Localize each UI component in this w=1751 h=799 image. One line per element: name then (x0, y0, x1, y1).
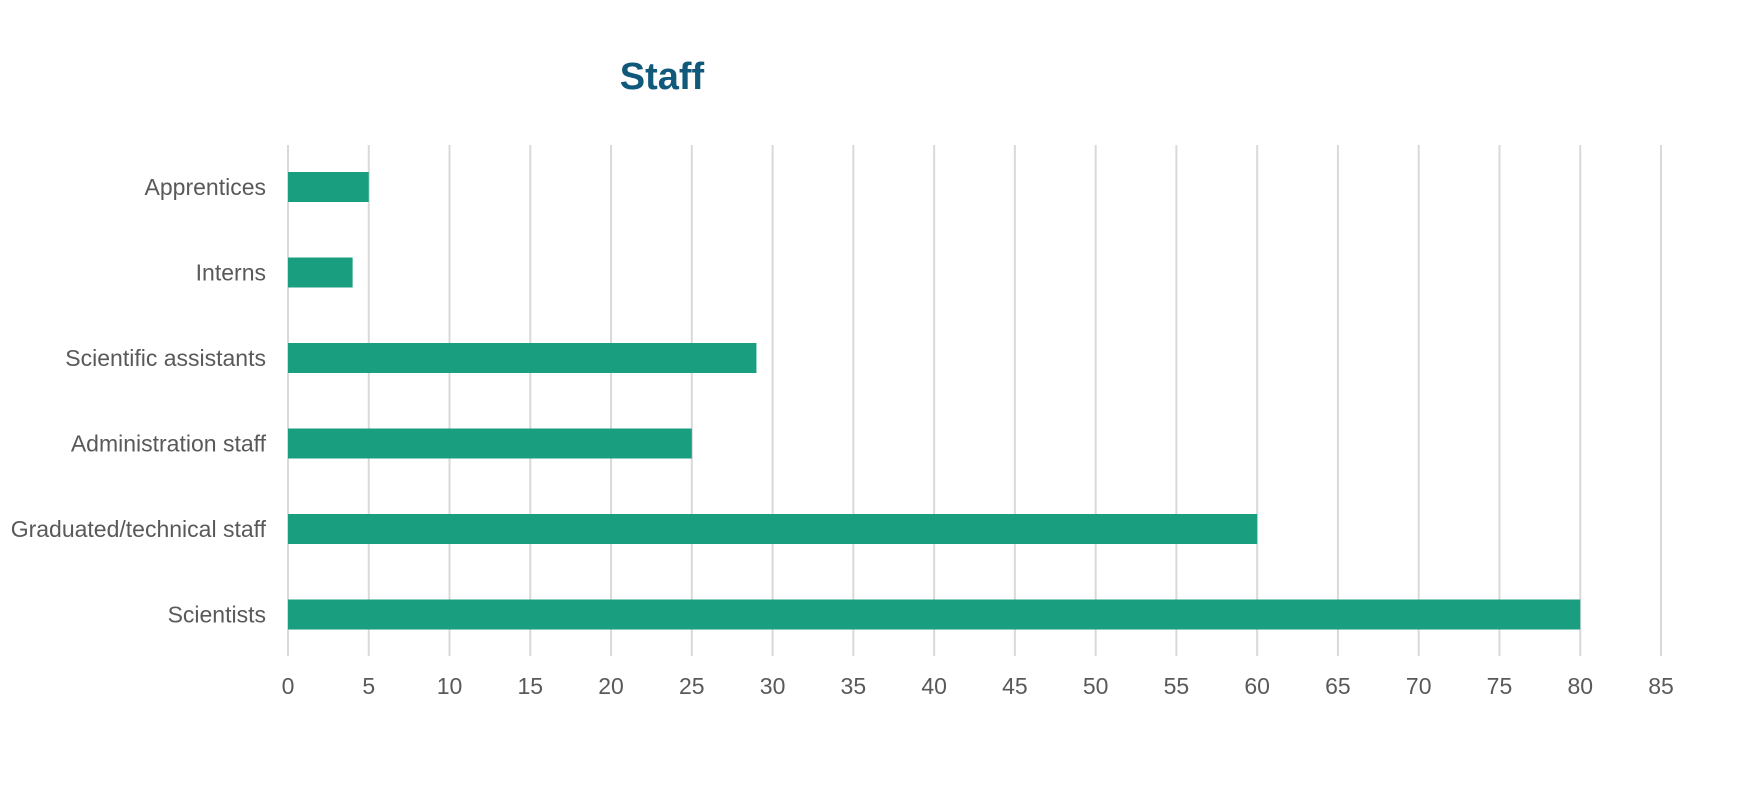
x-tick-label: 20 (598, 673, 624, 699)
bar-interns (288, 257, 353, 288)
bars (288, 172, 1581, 630)
x-tick-label: 40 (921, 673, 947, 699)
x-tick-label: 55 (1164, 673, 1190, 699)
x-tick-label: 5 (362, 673, 375, 699)
category-label: Apprentices (145, 174, 266, 200)
x-tick-label: 30 (760, 673, 786, 699)
x-tick-label: 15 (517, 673, 543, 699)
x-tick-label: 75 (1487, 673, 1513, 699)
category-label: Scientific assistants (65, 345, 266, 371)
x-tick-label: 45 (1002, 673, 1028, 699)
bar-scientific-assistants (288, 343, 757, 373)
x-tick-label: 80 (1567, 673, 1593, 699)
x-tick-label: 65 (1325, 673, 1351, 699)
category-label: Administration staff (71, 431, 267, 457)
category-label: Graduated/technical staff (11, 516, 267, 542)
x-tick-label: 25 (679, 673, 705, 699)
x-tick-label: 85 (1648, 673, 1674, 699)
x-tick-label: 35 (841, 673, 867, 699)
category-label: Scientists (168, 602, 266, 628)
x-tick-label: 50 (1083, 673, 1109, 699)
x-tick-label: 60 (1244, 673, 1270, 699)
bar-apprentices (288, 172, 369, 202)
x-tick-label: 10 (437, 673, 463, 699)
bar-administration-staff (288, 428, 692, 459)
x-tick-labels: 0 5 10 15 20 25 30 35 40 45 50 55 60 65 70 75 80 85 (282, 673, 1674, 699)
x-tick-label: 0 (282, 673, 295, 699)
bar-scientists (288, 599, 1581, 630)
category-labels: Apprentices Interns Scientific assistants A… (11, 174, 267, 628)
gridlines (287, 145, 1662, 656)
x-tick-label: 70 (1406, 673, 1432, 699)
bar-graduated-technical-staff (288, 514, 1258, 544)
category-label: Interns (196, 260, 266, 286)
chart-title: Staff (620, 56, 705, 98)
